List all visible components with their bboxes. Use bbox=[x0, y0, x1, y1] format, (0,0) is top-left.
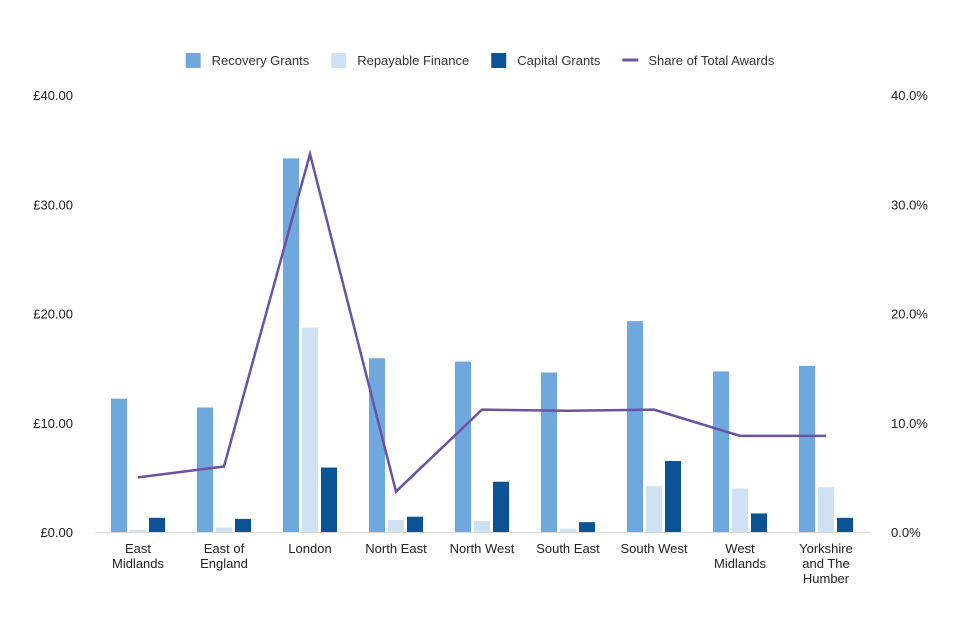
bar-recovery-grants bbox=[713, 371, 729, 532]
y2-tick-label: 20.0% bbox=[891, 307, 928, 322]
y2-tick-label: 0.0% bbox=[891, 525, 921, 540]
bar-repayable-finance bbox=[646, 486, 662, 532]
legend-item-recovery-grants: Recovery Grants bbox=[185, 53, 310, 68]
bar-capital-grants bbox=[751, 513, 767, 532]
bar-recovery-grants bbox=[799, 365, 815, 532]
bar-capital-grants bbox=[837, 517, 853, 532]
legend-label: Repayable Finance bbox=[357, 53, 469, 68]
bar-repayable-finance bbox=[302, 327, 318, 532]
bar-capital-grants bbox=[149, 517, 165, 532]
y-axis-right: 0.0% 10.0% 20.0% 30.0% 40.0% bbox=[891, 88, 928, 540]
x-tick-label: South West bbox=[621, 541, 688, 556]
x-tick-label: London bbox=[288, 541, 331, 556]
bar-repayable-finance bbox=[216, 527, 232, 532]
line-share-of-total-awards bbox=[137, 149, 826, 494]
bar-recovery-grants bbox=[455, 361, 471, 532]
legend-item-share-of-total-awards: Share of Total Awards bbox=[622, 53, 775, 68]
legend-item-repayable-finance: Repayable Finance bbox=[331, 53, 469, 68]
x-tick-label: South East bbox=[536, 541, 600, 556]
line-series bbox=[137, 149, 826, 494]
x-tick-label: North West bbox=[450, 541, 515, 556]
bar-repayable-finance bbox=[130, 529, 146, 532]
y-tick-label: £10.00 bbox=[33, 416, 73, 431]
bar-recovery-grants bbox=[541, 372, 557, 532]
bar-capital-grants bbox=[407, 516, 423, 532]
legend-swatch bbox=[185, 53, 201, 68]
bar-capital-grants bbox=[665, 460, 681, 532]
x-axis: East Midlands East of England London North Ea… bbox=[112, 541, 853, 586]
bars bbox=[111, 158, 853, 533]
legend-swatch bbox=[331, 53, 347, 68]
bar-repayable-finance bbox=[732, 488, 748, 532]
legend: Recovery Grants Repayable Finance Capital … bbox=[185, 53, 775, 68]
y2-tick-label: 40.0% bbox=[891, 88, 928, 103]
bar-repayable-finance bbox=[818, 487, 834, 532]
y2-tick-label: 30.0% bbox=[891, 197, 928, 212]
legend-swatch bbox=[491, 53, 507, 68]
bar-repayable-finance bbox=[388, 519, 404, 532]
bar-recovery-grants bbox=[627, 321, 643, 532]
y-tick-label: £30.00 bbox=[33, 197, 73, 212]
bar-capital-grants bbox=[579, 522, 595, 532]
x-tick-label: Yorkshire and The Humber bbox=[799, 541, 853, 586]
legend-item-capital-grants: Capital Grants bbox=[491, 53, 601, 68]
bar-capital-grants bbox=[235, 518, 251, 532]
x-tick-label: North East bbox=[365, 541, 427, 556]
legend-label: Capital Grants bbox=[517, 53, 601, 68]
y-axis-left: £0.00 £10.00 £20.00 £30.00 £40.00 bbox=[33, 88, 73, 540]
y-tick-label: £40.00 bbox=[33, 88, 73, 103]
bar-capital-grants bbox=[493, 481, 509, 532]
y2-tick-label: 10.0% bbox=[891, 416, 928, 431]
y-tick-label: £0.00 bbox=[40, 525, 73, 540]
bar-recovery-grants bbox=[283, 158, 299, 533]
legend-label: Recovery Grants bbox=[212, 53, 310, 68]
bar-recovery-grants bbox=[369, 358, 385, 532]
x-tick-label: West Midlands bbox=[714, 541, 767, 571]
bar-repayable-finance bbox=[560, 528, 576, 532]
bar-capital-grants bbox=[321, 467, 337, 532]
bar-recovery-grants bbox=[111, 398, 127, 532]
x-tick-label: East of England bbox=[200, 541, 248, 571]
y-tick-label: £20.00 bbox=[33, 307, 73, 322]
legend-label: Share of Total Awards bbox=[648, 53, 774, 68]
bar-repayable-finance bbox=[474, 521, 490, 532]
x-tick-label: East Midlands bbox=[112, 541, 165, 571]
